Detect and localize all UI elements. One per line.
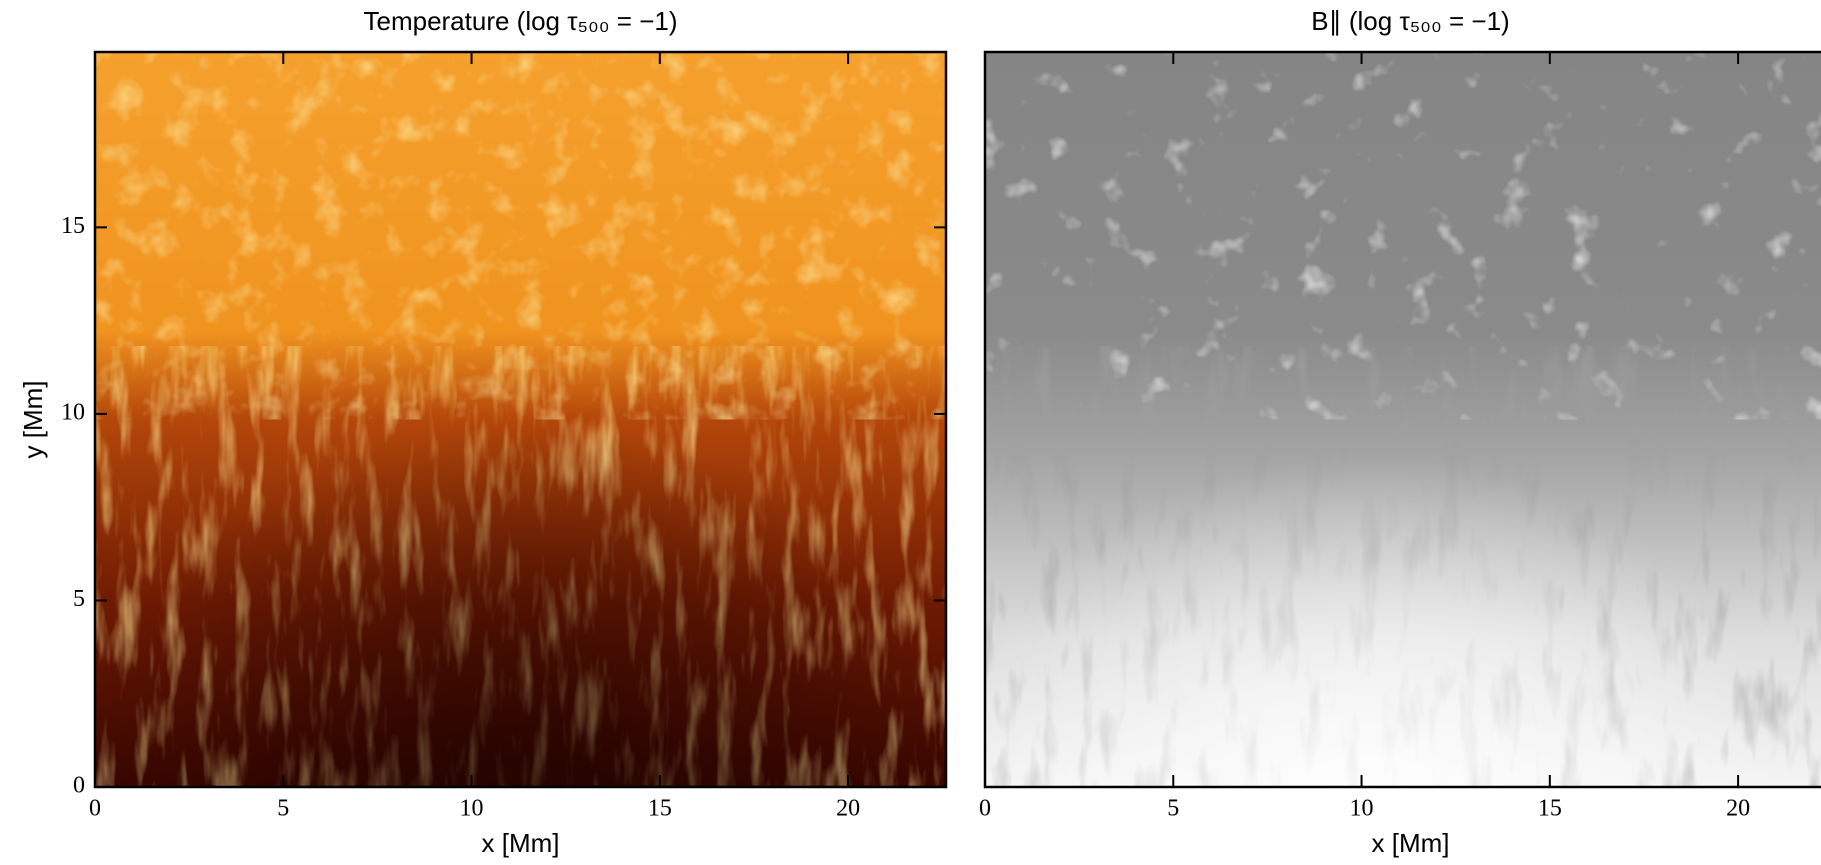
y-axis-label: y [Mm] (18, 381, 48, 459)
x-tick-label: 10 (1350, 796, 1374, 822)
x-tick-label: 0 (979, 796, 991, 822)
y-tick-label: 0 (73, 773, 85, 799)
x-tick-label: 20 (1726, 796, 1750, 822)
image-glow (95, 52, 946, 787)
x-tick-label: 5 (1167, 796, 1179, 822)
y-tick-label: 5 (73, 586, 85, 612)
axes-frame (983, 50, 1821, 789)
panel-image (95, 52, 946, 787)
panel-title: Temperature (log τ₅₀₀ = −1) (363, 6, 677, 36)
x-tick-label: 5 (277, 796, 289, 822)
panel-image (985, 52, 1821, 787)
y-tick-label: 15 (61, 213, 85, 239)
x-tick-label: 15 (648, 796, 672, 822)
x-tick-label: 0 (89, 796, 101, 822)
y-tick-label: 10 (61, 399, 85, 425)
x-axis-label: x [Mm] (1372, 828, 1450, 858)
panel-title: B∥ (log τ₅₀₀ = −1) (1311, 6, 1509, 36)
x-tick-label: 15 (1538, 796, 1562, 822)
x-axis-label: x [Mm] (482, 828, 560, 858)
axes-frame (93, 50, 948, 789)
x-tick-label: 20 (836, 796, 860, 822)
image-glow (985, 52, 1821, 787)
x-tick-label: 10 (460, 796, 484, 822)
